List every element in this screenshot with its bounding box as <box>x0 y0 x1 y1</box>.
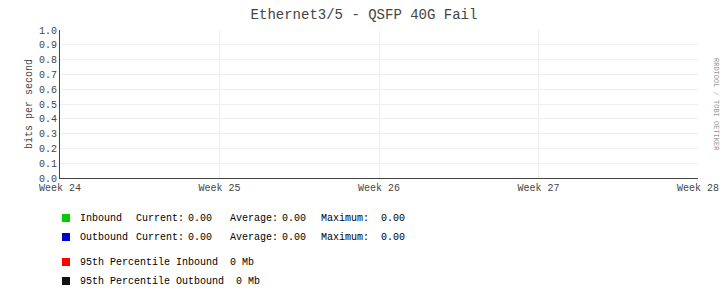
svg-text:0.00: 0.00 <box>381 232 405 243</box>
svg-text:0.5: 0.5 <box>39 100 57 111</box>
svg-text:Inbound: Inbound <box>80 213 122 224</box>
svg-text:0.2: 0.2 <box>39 144 57 155</box>
svg-text:Ethernet3/5 - QSFP 40G Fail: Ethernet3/5 - QSFP 40G Fail <box>251 7 478 23</box>
svg-text:Week 24: Week 24 <box>39 183 81 194</box>
svg-text:Week 25: Week 25 <box>198 183 240 194</box>
svg-text:bits per second: bits per second <box>24 59 35 149</box>
svg-text:Average:: Average: <box>230 213 278 224</box>
svg-text:Maximum:: Maximum: <box>321 232 369 243</box>
svg-text:Week 27: Week 27 <box>517 183 559 194</box>
svg-text:1.0: 1.0 <box>39 26 57 37</box>
svg-text:0.0: 0.0 <box>39 174 57 185</box>
svg-text:0.1: 0.1 <box>39 159 57 170</box>
svg-text:0.00: 0.00 <box>188 213 212 224</box>
svg-text:0.3: 0.3 <box>39 129 57 140</box>
svg-text:RRDTOOL / TOBI OETIKER: RRDTOOL / TOBI OETIKER <box>712 58 720 151</box>
svg-text:Current:: Current: <box>136 232 184 243</box>
svg-text:Week 26: Week 26 <box>358 183 400 194</box>
svg-text:Maximum:: Maximum: <box>321 213 369 224</box>
svg-text:0.7: 0.7 <box>39 70 57 81</box>
svg-text:95th Percentile Outbound 0 Mb: 95th Percentile Outbound 0 Mb <box>80 276 260 287</box>
svg-text:95th Percentile Inbound 0 Mb: 95th Percentile Inbound 0 Mb <box>80 257 254 268</box>
svg-text:0.8: 0.8 <box>39 55 57 66</box>
svg-text:0.00: 0.00 <box>282 213 306 224</box>
svg-text:0.9: 0.9 <box>39 40 57 51</box>
svg-text:0.6: 0.6 <box>39 85 57 96</box>
svg-text:0.4: 0.4 <box>39 114 57 125</box>
svg-text:0.00: 0.00 <box>282 232 306 243</box>
svg-text:Outbound: Outbound <box>80 232 128 243</box>
svg-text:0.00: 0.00 <box>381 213 405 224</box>
svg-text:Current:: Current: <box>136 213 184 224</box>
svg-text:Average:: Average: <box>230 232 278 243</box>
svg-text:0.00: 0.00 <box>188 232 212 243</box>
svg-text:Week 28: Week 28 <box>677 183 719 194</box>
